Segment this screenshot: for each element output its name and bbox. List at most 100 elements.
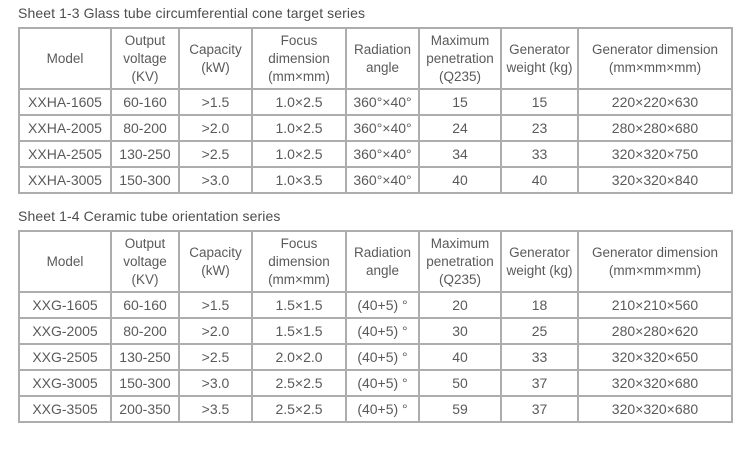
table-row: XXHA-1605 60-160 >1.5 1.0×2.5 360°×40° 15 15 22…: [18, 88, 733, 116]
table-cell: 280×280×680: [577, 114, 733, 142]
table-cell: 80-200: [110, 114, 180, 142]
table-cell: 37: [500, 395, 579, 423]
table-cell: 320×320×680: [577, 395, 733, 423]
table-cell: XXG-2505: [18, 343, 112, 371]
table-cell: 80-200: [110, 317, 180, 345]
table-cell: (40+5) °: [345, 291, 420, 319]
table-cell: XXHA-2505: [18, 140, 112, 168]
table-cell: >1.5: [178, 88, 253, 116]
table-cell: 320×320×840: [577, 166, 733, 194]
table-cell: 20: [418, 291, 502, 319]
table-cell: 59: [418, 395, 502, 423]
table-row: XXG-2505 130-250 >2.5 2.0×2.0 (40+5) ° 40 33 32…: [18, 343, 733, 371]
table-cell: 40: [418, 166, 502, 194]
spec-sheet-page: Sheet 1-3 Glass tube circumferential con…: [0, 5, 750, 423]
header-row: Model Output voltage (KV) Capacity (kW) Foc…: [18, 230, 733, 293]
sheet-1-4-title: Sheet 1-4 Ceramic tube orientation serie…: [18, 208, 281, 224]
ceramic-tube-series-section: Sheet 1-4 Ceramic tube orientation serie…: [0, 208, 750, 423]
table-cell: (40+5) °: [345, 395, 420, 423]
table-cell: 50: [418, 369, 502, 397]
table-cell: 1.0×3.5: [251, 166, 347, 194]
table-cell: 360°×40°: [345, 140, 420, 168]
table-cell: 2.5×2.5: [251, 369, 347, 397]
table-cell: 320×320×680: [577, 369, 733, 397]
table-cell: >2.5: [178, 343, 253, 371]
table-cell: 25: [500, 317, 579, 345]
table-row: XXHA-3005 150-300 >3.0 1.0×3.5 360°×40° 40 40 3…: [18, 166, 733, 194]
table-cell: >3.0: [178, 369, 253, 397]
table-cell: 23: [500, 114, 579, 142]
header-row: Model Output voltage (KV) Capacity (kW) Foc…: [18, 27, 733, 90]
column-header: Radiation angle: [345, 27, 420, 90]
table-cell: 18: [500, 291, 579, 319]
column-header: Generator weight (kg): [500, 230, 579, 293]
sheet-1-3-title: Sheet 1-3 Glass tube circumferential con…: [18, 5, 366, 21]
column-header: Focus dimension (mm×mm): [251, 27, 347, 90]
table-cell: 24: [418, 114, 502, 142]
table-cell: XXHA-2005: [18, 114, 112, 142]
table-cell: XXHA-3005: [18, 166, 112, 194]
table-cell: XXG-3005: [18, 369, 112, 397]
table-cell: 1.5×1.5: [251, 291, 347, 319]
table-cell: 33: [500, 140, 579, 168]
table-cell: 1.0×2.5: [251, 88, 347, 116]
column-header: Model: [18, 27, 112, 90]
table-cell: 320×320×650: [577, 343, 733, 371]
column-header: Generator dimension (mm×mm×mm): [577, 230, 733, 293]
glass-tube-spec-table: Model Output voltage (KV) Capacity (kW) Foc…: [18, 27, 733, 194]
ceramic-tube-spec-table: Model Output voltage (KV) Capacity (kW) Foc…: [18, 230, 733, 423]
table-cell: 280×280×620: [577, 317, 733, 345]
table-cell: 60-160: [110, 291, 180, 319]
column-header: Capacity (kW): [178, 27, 253, 90]
table-cell: 40: [418, 343, 502, 371]
table-cell: >3.0: [178, 166, 253, 194]
table-cell: >2.0: [178, 317, 253, 345]
column-header: Output voltage (KV): [110, 27, 180, 90]
table-cell: 360°×40°: [345, 88, 420, 116]
table-row: XXG-2005 80-200 >2.0 1.5×1.5 (40+5) ° 30 25 280…: [18, 317, 733, 345]
column-header: Maximum penetration (Q235): [418, 230, 502, 293]
table-cell: 200-350: [110, 395, 180, 423]
table-cell: XXG-2005: [18, 317, 112, 345]
glass-tube-series-section: Sheet 1-3 Glass tube circumferential con…: [0, 5, 750, 194]
table-cell: 360°×40°: [345, 114, 420, 142]
table-row: XXHA-2005 80-200 >2.0 1.0×2.5 360°×40° 24 23 28…: [18, 114, 733, 142]
table-row: XXHA-2505 130-250 >2.5 1.0×2.5 360°×40° 34 33 3…: [18, 140, 733, 168]
table-cell: XXG-1605: [18, 291, 112, 319]
table-row: XXG-3505 200-350 >3.5 2.5×2.5 (40+5) ° 59 37 32…: [18, 395, 733, 423]
column-header: Generator weight (kg): [500, 27, 579, 90]
table-cell: >1.5: [178, 291, 253, 319]
table-row: XXG-3005 150-300 >3.0 2.5×2.5 (40+5) ° 50 37 32…: [18, 369, 733, 397]
table-cell: 360°×40°: [345, 166, 420, 194]
table-cell: (40+5) °: [345, 369, 420, 397]
table-cell: 15: [500, 88, 579, 116]
table-cell: >2.5: [178, 140, 253, 168]
table-cell: >3.5: [178, 395, 253, 423]
table-row: XXG-1605 60-160 >1.5 1.5×1.5 (40+5) ° 20 18 210…: [18, 291, 733, 319]
table-cell: 2.0×2.0: [251, 343, 347, 371]
table-cell: 150-300: [110, 166, 180, 194]
table-cell: 34: [418, 140, 502, 168]
table-cell: 15: [418, 88, 502, 116]
table-cell: 33: [500, 343, 579, 371]
column-header: Focus dimension (mm×mm): [251, 230, 347, 293]
column-header: Generator dimension (mm×mm×mm): [577, 27, 733, 90]
table-cell: 60-160: [110, 88, 180, 116]
table-cell: 2.5×2.5: [251, 395, 347, 423]
table-cell: 130-250: [110, 140, 180, 168]
table-cell: 150-300: [110, 369, 180, 397]
table-cell: 130-250: [110, 343, 180, 371]
column-header: Output voltage (KV): [110, 230, 180, 293]
table-cell: 1.0×2.5: [251, 140, 347, 168]
table-cell: >2.0: [178, 114, 253, 142]
table-cell: XXG-3505: [18, 395, 112, 423]
table-cell: 40: [500, 166, 579, 194]
column-header: Radiation angle: [345, 230, 420, 293]
table-cell: 1.5×1.5: [251, 317, 347, 345]
column-header: Model: [18, 230, 112, 293]
table-cell: (40+5) °: [345, 317, 420, 345]
table-cell: 320×320×750: [577, 140, 733, 168]
table-cell: 210×210×560: [577, 291, 733, 319]
table-cell: XXHA-1605: [18, 88, 112, 116]
table-cell: 1.0×2.5: [251, 114, 347, 142]
